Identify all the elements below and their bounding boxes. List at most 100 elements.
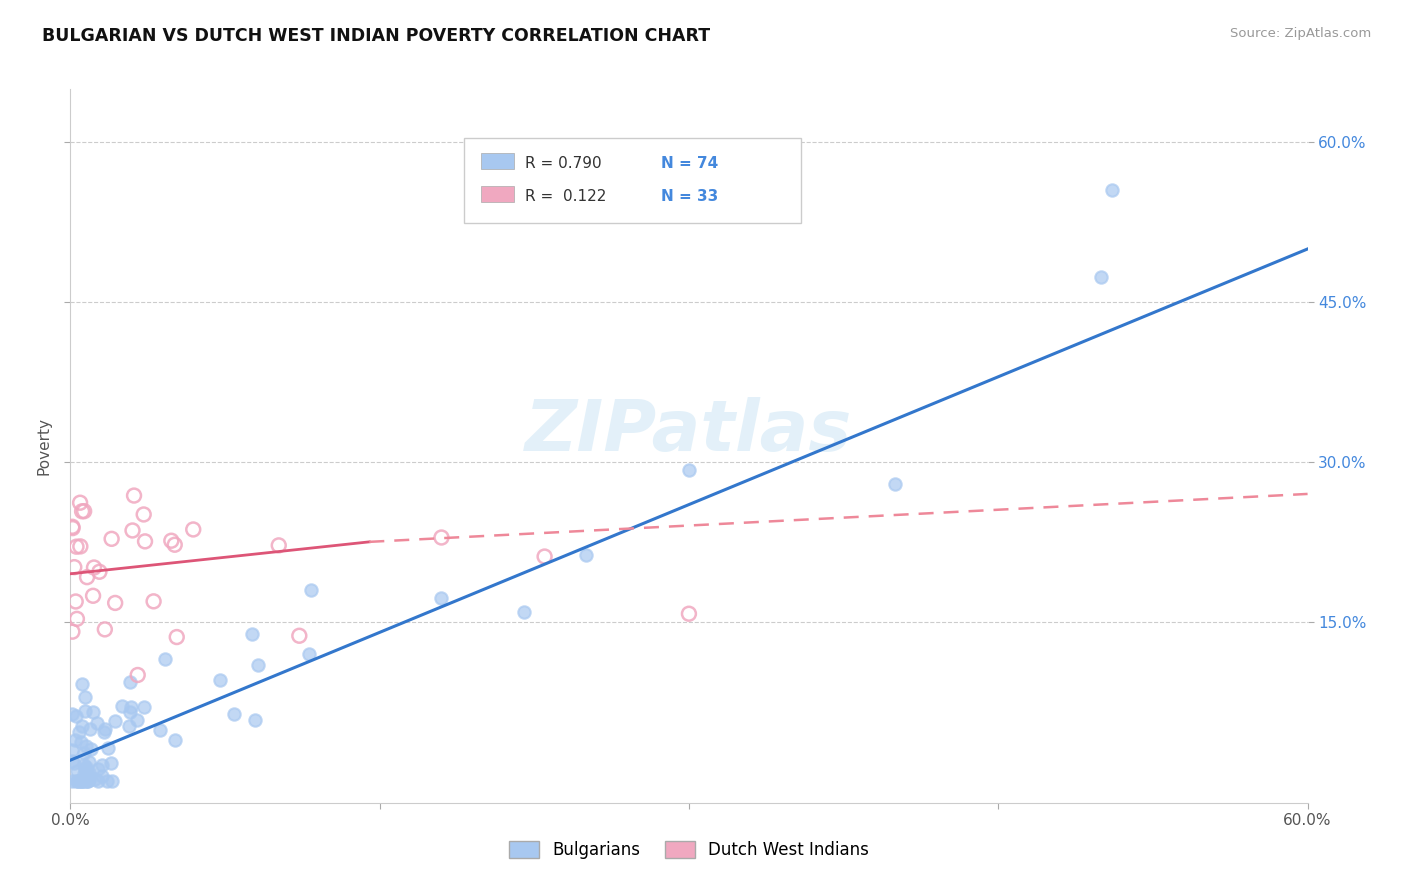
Point <box>94 623 117 637</box>
Point <box>60 624 83 639</box>
Point <box>75 704 97 718</box>
Point <box>121 524 143 538</box>
Point <box>96 774 118 789</box>
Point <box>93 725 115 739</box>
Point <box>60 743 83 757</box>
Point <box>82 589 104 603</box>
Point <box>91 768 114 782</box>
Point <box>70 504 93 518</box>
Point <box>84 772 107 786</box>
Point <box>122 489 145 503</box>
Point <box>70 719 93 733</box>
Point <box>118 719 141 733</box>
Point <box>70 734 93 748</box>
Point <box>93 722 115 736</box>
Point <box>134 534 156 549</box>
Point <box>70 774 93 789</box>
Point <box>75 690 97 704</box>
Point <box>149 723 172 737</box>
Point <box>1090 270 1112 285</box>
Point <box>65 540 87 554</box>
Point <box>222 706 245 721</box>
Point <box>65 709 87 723</box>
Point <box>60 706 83 721</box>
Text: Source: ZipAtlas.com: Source: ZipAtlas.com <box>1230 27 1371 40</box>
Point <box>77 765 100 780</box>
Text: N = 33: N = 33 <box>661 189 718 203</box>
Point <box>299 582 322 597</box>
Legend: Bulgarians, Dutch West Indians: Bulgarians, Dutch West Indians <box>502 834 876 866</box>
Point <box>101 774 124 789</box>
Point <box>65 774 87 789</box>
Point <box>79 722 101 736</box>
Point <box>87 773 110 788</box>
Point <box>80 742 103 756</box>
Point <box>66 764 89 779</box>
Point <box>678 463 700 477</box>
Point <box>60 774 83 789</box>
Point <box>142 594 165 608</box>
Point <box>208 673 231 688</box>
Point <box>76 765 98 780</box>
Point <box>67 724 90 739</box>
Point <box>430 531 453 545</box>
Point <box>73 746 96 760</box>
Point <box>153 652 176 666</box>
Point <box>65 733 87 747</box>
Point <box>73 504 96 518</box>
Text: BULGARIAN VS DUTCH WEST INDIAN POVERTY CORRELATION CHART: BULGARIAN VS DUTCH WEST INDIAN POVERTY C… <box>42 27 710 45</box>
Point <box>575 548 598 562</box>
Point <box>65 594 87 608</box>
Point <box>83 560 105 574</box>
Point <box>86 762 108 776</box>
Point <box>90 757 112 772</box>
Point <box>513 606 536 620</box>
Point <box>72 757 94 772</box>
Point <box>73 766 96 780</box>
Point <box>72 774 94 789</box>
Point <box>97 741 120 756</box>
Point <box>77 773 100 788</box>
Point <box>75 760 97 774</box>
Point <box>69 774 91 789</box>
Point <box>69 496 91 510</box>
Point <box>104 596 127 610</box>
Point <box>60 754 83 768</box>
Point <box>69 540 91 554</box>
Point <box>243 714 266 728</box>
Y-axis label: Poverty: Poverty <box>37 417 52 475</box>
Point <box>60 520 83 534</box>
Point <box>66 612 89 626</box>
Point <box>132 508 155 522</box>
Text: ZIPatlas: ZIPatlas <box>526 397 852 467</box>
Point <box>240 627 263 641</box>
Point <box>70 774 93 789</box>
Point <box>67 774 90 789</box>
Point <box>62 521 84 535</box>
Text: R = 0.790: R = 0.790 <box>524 156 602 170</box>
Point <box>100 756 122 770</box>
Point <box>63 560 86 574</box>
Point <box>1101 183 1123 197</box>
Point <box>160 533 183 548</box>
Point <box>70 677 93 691</box>
Text: N = 74: N = 74 <box>661 156 718 170</box>
Point <box>297 647 319 661</box>
Point <box>82 705 104 719</box>
Point <box>79 755 101 769</box>
Point <box>75 739 97 754</box>
Point <box>267 538 290 552</box>
Point <box>884 476 907 491</box>
Point <box>181 523 204 537</box>
Point <box>75 774 97 789</box>
Point <box>100 532 122 546</box>
Point <box>127 668 149 682</box>
Point <box>118 705 141 719</box>
Point <box>104 714 127 728</box>
Point <box>111 699 134 714</box>
Point <box>67 774 90 789</box>
Point <box>134 700 156 714</box>
Text: R =  0.122: R = 0.122 <box>524 189 606 203</box>
Point <box>166 630 188 644</box>
Point <box>76 774 98 789</box>
